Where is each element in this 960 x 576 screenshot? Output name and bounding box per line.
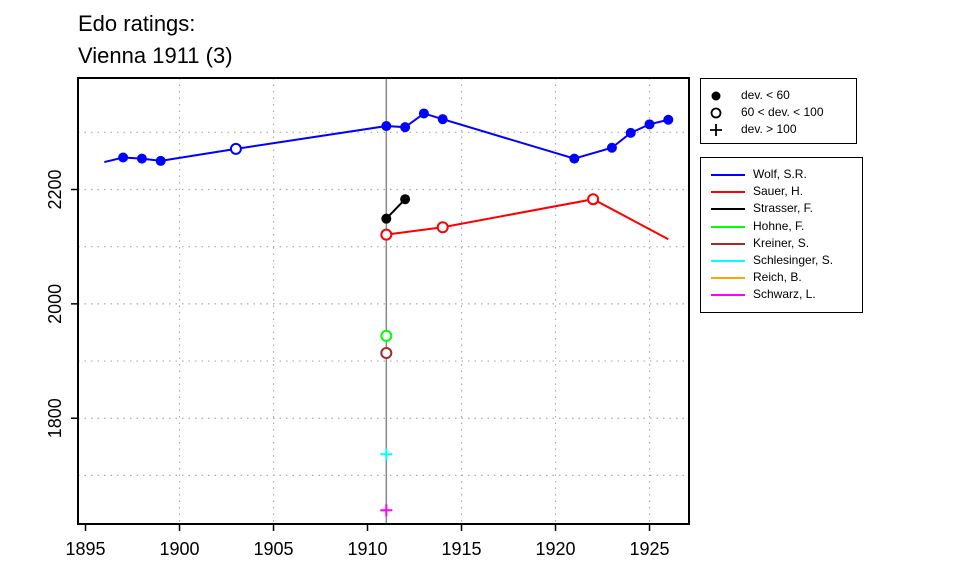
series-schlesinger-s xyxy=(380,448,393,461)
data-point xyxy=(380,504,393,517)
legend-swatch xyxy=(711,242,745,245)
series-schwarz-l xyxy=(380,504,393,517)
legend-item: Schlesinger, S. xyxy=(701,252,862,269)
data-point xyxy=(381,121,392,132)
series-layer xyxy=(104,108,674,517)
series-wolf-s-r xyxy=(104,108,674,166)
legend-swatch xyxy=(711,294,745,297)
series-strasser-f xyxy=(381,194,411,224)
plot-frame xyxy=(77,77,690,525)
legend-label: Wolf, S.R. xyxy=(753,167,807,181)
legend-item: Wolf, S.R. xyxy=(701,166,862,183)
legend-symbol-plus: dev. > 100 xyxy=(701,121,856,138)
symbol-legend: dev. < 60 60 < dev. < 100 dev. > 100 xyxy=(700,78,857,144)
data-point xyxy=(606,142,617,153)
series-line xyxy=(386,198,669,241)
grid-lines xyxy=(78,78,689,524)
legend-swatch xyxy=(711,191,745,194)
data-point xyxy=(418,108,429,119)
legend-label: Kreiner, S. xyxy=(753,235,810,250)
legend-swatch xyxy=(711,225,745,228)
legend-label: Schwarz, L. xyxy=(753,287,816,302)
data-point xyxy=(587,193,600,206)
legend-label: Hohne, F. xyxy=(753,218,805,233)
x-tick-label: 1910 xyxy=(347,539,387,559)
data-point xyxy=(380,329,393,342)
data-point xyxy=(400,194,411,205)
legend-item: Sauer, H. xyxy=(701,183,862,200)
x-tick-label: 1925 xyxy=(629,539,669,559)
x-tick-label: 1915 xyxy=(441,539,481,559)
chart-title-line-2: Vienna 1911 (3) xyxy=(78,43,233,68)
legend-item: Reich, B. xyxy=(701,269,862,286)
data-point xyxy=(136,153,147,164)
legend-swatch xyxy=(711,174,745,176)
legend-label: Strasser, F. xyxy=(753,201,814,216)
legend-swatch xyxy=(711,277,745,280)
player-legend: Wolf, S.R. Sauer, H. Strasser, F. Hohne, F.… xyxy=(700,157,863,313)
chart-title-line-1: Edo ratings: xyxy=(78,11,196,36)
legend-item: Kreiner, S. xyxy=(701,235,862,252)
legend-symbol-label: dev. < 60 xyxy=(741,88,790,102)
data-point xyxy=(436,221,449,234)
data-point xyxy=(380,347,393,360)
legend-swatch xyxy=(711,259,745,262)
data-point xyxy=(381,213,392,224)
data-point xyxy=(400,122,411,133)
legend-symbol-label: 60 < dev. < 100 xyxy=(741,105,824,120)
series-kreiner-s xyxy=(380,347,393,360)
legend-swatch xyxy=(711,208,745,211)
chart-title: Edo ratings: Vienna 1911 (3) xyxy=(78,8,233,72)
data-point xyxy=(380,448,393,461)
legend-symbol-filled: dev. < 60 xyxy=(701,87,856,104)
legend-symbol-label: dev. > 100 xyxy=(741,122,797,137)
x-axis: 1895 1900 1905 1910 1915 1920 1925 xyxy=(65,524,670,559)
data-point xyxy=(118,152,129,163)
legend-item: Hohne, F. xyxy=(701,218,862,235)
data-point xyxy=(437,114,448,125)
y-tick-label: 2200 xyxy=(45,169,65,209)
series-sauer-h xyxy=(380,193,669,241)
x-tick-label: 1905 xyxy=(253,539,293,559)
data-point xyxy=(625,127,636,138)
legend-label: Schlesinger, S. xyxy=(753,252,834,267)
series-hohne-f xyxy=(380,329,393,342)
legend-item: Schwarz, L. xyxy=(701,286,862,303)
legend-label: Sauer, H. xyxy=(753,184,804,199)
y-axis: 1800 2000 2200 xyxy=(45,169,78,438)
legend-item: Strasser, F. xyxy=(701,200,862,217)
data-point xyxy=(663,114,674,125)
y-tick-label: 1800 xyxy=(45,398,65,438)
data-point xyxy=(380,228,393,241)
legend-symbol-open: 60 < dev. < 100 xyxy=(701,104,856,121)
legend-label: Reich, B. xyxy=(753,270,802,285)
data-point xyxy=(155,155,166,166)
data-point xyxy=(229,142,242,155)
data-point xyxy=(644,119,655,130)
y-tick-label: 2000 xyxy=(45,284,65,324)
x-tick-label: 1920 xyxy=(535,539,575,559)
data-point xyxy=(569,153,580,164)
x-tick-label: 1900 xyxy=(159,539,199,559)
x-tick-label: 1895 xyxy=(65,539,105,559)
